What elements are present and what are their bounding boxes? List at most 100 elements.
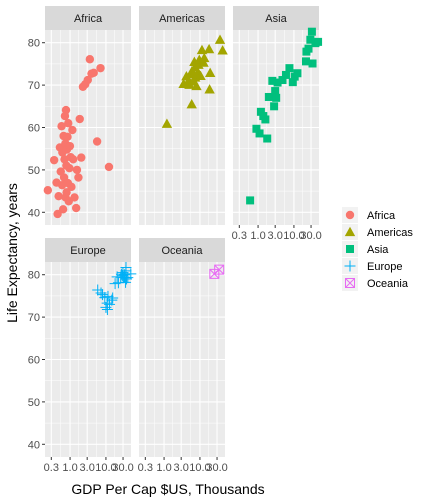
data-point-americas	[196, 44, 208, 55]
data-point-asia	[261, 115, 270, 124]
data-point-africa	[75, 114, 84, 124]
data-point-africa	[64, 119, 73, 128]
data-point-oceania	[214, 264, 225, 275]
data-point-africa	[77, 153, 86, 162]
legend-label: Africa	[367, 210, 396, 222]
x-tick-label: 30.0	[300, 230, 321, 242]
facet-strip-label: Asia	[265, 13, 287, 25]
data-point-americas	[203, 43, 215, 54]
data-point-africa	[61, 105, 71, 115]
data-point-africa	[65, 141, 75, 151]
data-point-americas	[204, 84, 215, 94]
legend-item-oceania: Oceania	[342, 275, 409, 291]
data-point-americas	[214, 34, 226, 44]
x-tick-label: 30.0	[112, 462, 133, 474]
legend: Africa Americas Asia Europe Oceania	[342, 207, 413, 291]
facet-panel-asia: Asia 0.3 1.0 3.0 10.030.0	[232, 6, 323, 242]
legend-label: Americas	[367, 227, 413, 239]
x-tick-label: 0.3	[138, 462, 153, 474]
data-point-asia	[307, 27, 316, 36]
data-point-africa	[74, 173, 83, 182]
facet-strip	[139, 6, 225, 30]
facet-strip-label: Europe	[70, 245, 105, 257]
data-point-asia	[314, 37, 323, 46]
data-point-asia	[308, 59, 317, 68]
x-axis-title: GDP Per Cap $US, Thousands	[71, 481, 264, 497]
facet-panel-europe: Europe 40 50 60 70 80 0.3 1.0 3.0 10.030.0	[28, 238, 137, 474]
facet-strip-label: Oceania	[162, 245, 204, 257]
data-point-europe	[125, 268, 137, 280]
legend-key-africa	[345, 210, 355, 220]
data-point-asia	[246, 196, 255, 205]
x-tick-label: 0.3	[232, 230, 247, 242]
data-point-americas	[161, 118, 173, 128]
data-point-africa	[85, 55, 95, 64]
x-tick-label: 30.0	[206, 462, 227, 474]
x-tick-label: 1.0	[62, 462, 77, 474]
data-point-africa	[63, 132, 72, 142]
data-point-africa	[57, 122, 66, 131]
data-point-africa	[54, 191, 63, 201]
y-tick-label: 50	[28, 397, 40, 409]
x-tick-label: 10.0	[283, 230, 304, 242]
x-tick-label: 1.0	[250, 230, 265, 242]
data-point-americas	[217, 45, 228, 55]
facet-strip	[45, 238, 131, 262]
data-point-americas	[195, 70, 206, 80]
legend-label: Europe	[367, 261, 402, 273]
data-point-asia	[281, 70, 290, 79]
data-point-americas	[191, 80, 202, 91]
data-point-africa	[70, 193, 79, 202]
x-tick-label: 3.0	[268, 230, 283, 242]
data-point-europe	[106, 294, 118, 306]
data-point-asia	[285, 64, 294, 73]
legend-label: Oceania	[367, 278, 409, 290]
legend-key-europe	[344, 260, 356, 272]
y-tick-label: 70	[28, 80, 40, 92]
y-tick-label: 70	[28, 312, 40, 324]
data-point-africa	[96, 63, 105, 73]
data-point-americas	[204, 67, 216, 77]
data-point-asia	[278, 76, 287, 85]
y-tick-label: 40	[28, 207, 40, 219]
data-point-africa	[58, 205, 68, 214]
data-point-africa	[68, 155, 78, 164]
data-point-asia	[301, 57, 310, 66]
data-point-asia	[270, 102, 279, 111]
data-point-asia	[304, 44, 313, 53]
facet-panel-africa: Africa 40 50 60 70 80	[28, 6, 131, 225]
data-point-asia	[268, 76, 277, 85]
y-tick-label: 60	[28, 355, 40, 367]
data-point-asia	[264, 92, 273, 101]
y-tick-label: 80	[28, 38, 40, 50]
data-point-asia	[271, 87, 280, 96]
data-point-africa	[49, 155, 59, 165]
y-tick-label: 60	[28, 123, 40, 135]
data-point-asia	[293, 69, 302, 78]
facet-strip-label: Africa	[74, 13, 103, 25]
data-point-europe	[96, 289, 108, 301]
data-point-asia	[255, 129, 264, 138]
data-point-africa	[83, 75, 92, 85]
data-point-asia	[263, 134, 272, 143]
legend-item-africa: Africa	[342, 207, 396, 223]
data-point-asia	[252, 124, 261, 133]
data-point-asia	[272, 93, 281, 102]
data-point-africa	[62, 188, 71, 197]
data-point-africa	[89, 68, 98, 78]
facet-strip	[139, 238, 225, 262]
data-point-africa	[43, 186, 53, 195]
data-point-asia	[273, 78, 282, 87]
data-point-europe	[107, 292, 119, 304]
legend-item-europe: Europe	[342, 258, 402, 274]
legend-item-asia: Asia	[342, 241, 389, 257]
x-tick-label: 3.0	[174, 462, 189, 474]
facet-panel-americas: Americas	[139, 6, 228, 225]
data-point-africa	[65, 163, 74, 173]
legend-key-asia	[346, 245, 354, 253]
y-tick-label: 80	[28, 270, 40, 282]
data-point-americas	[186, 98, 197, 109]
data-point-europe	[104, 298, 116, 310]
data-point-asia	[306, 35, 315, 44]
